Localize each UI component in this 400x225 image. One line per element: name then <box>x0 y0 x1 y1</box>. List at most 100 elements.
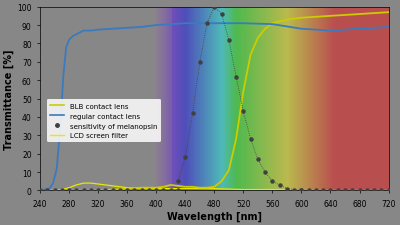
Bar <box>231 8 232 191</box>
Bar <box>179 8 180 191</box>
Bar <box>215 8 216 191</box>
Bar <box>334 8 335 191</box>
Bar <box>345 8 346 191</box>
Bar <box>188 8 189 191</box>
Bar <box>173 8 174 191</box>
Bar <box>336 8 337 191</box>
Bar <box>237 8 238 191</box>
Bar <box>300 8 301 191</box>
Bar <box>206 8 207 191</box>
Bar <box>359 8 360 191</box>
Bar <box>288 8 289 191</box>
Bar <box>376 8 377 191</box>
Bar <box>230 8 231 191</box>
Bar <box>375 8 376 191</box>
Bar <box>335 8 336 191</box>
Bar <box>211 8 212 191</box>
Bar <box>189 8 190 191</box>
Bar <box>255 8 256 191</box>
Bar <box>306 8 307 191</box>
Bar <box>286 8 287 191</box>
Bar <box>383 8 384 191</box>
Bar <box>242 8 243 191</box>
Bar <box>180 8 181 191</box>
Bar <box>156 8 158 191</box>
Bar <box>221 8 222 191</box>
Bar <box>279 8 280 191</box>
Bar <box>174 8 175 191</box>
Bar <box>240 8 241 191</box>
Bar <box>282 8 283 191</box>
Bar <box>372 8 373 191</box>
Bar <box>158 8 159 191</box>
Bar <box>157 8 158 191</box>
Bar <box>266 8 267 191</box>
Bar <box>363 8 364 191</box>
Bar <box>302 8 303 191</box>
Bar <box>351 8 352 191</box>
Bar <box>333 8 334 191</box>
Bar <box>349 8 350 191</box>
Bar <box>214 8 215 191</box>
Bar <box>366 8 367 191</box>
Bar <box>168 8 169 191</box>
Bar <box>347 8 348 191</box>
Bar <box>158 8 159 191</box>
Bar <box>304 8 305 191</box>
Bar <box>203 8 204 191</box>
Bar <box>224 8 225 191</box>
Bar <box>183 8 184 191</box>
Bar <box>380 8 381 191</box>
Bar <box>303 8 304 191</box>
Bar <box>193 8 194 191</box>
Bar <box>296 8 297 191</box>
Bar <box>320 8 321 191</box>
Bar <box>384 8 385 191</box>
Bar <box>278 8 279 191</box>
Bar <box>341 8 342 191</box>
Bar <box>184 8 185 191</box>
Bar <box>387 8 388 191</box>
Bar <box>315 8 316 191</box>
Bar <box>369 8 370 191</box>
Bar <box>325 8 326 191</box>
Bar <box>379 8 380 191</box>
Bar <box>194 8 195 191</box>
Bar <box>318 8 319 191</box>
Bar <box>222 8 223 191</box>
Bar <box>166 8 168 191</box>
Bar <box>155 8 156 191</box>
Bar <box>163 8 164 191</box>
Bar <box>355 8 356 191</box>
Bar <box>248 8 249 191</box>
Bar <box>329 8 330 191</box>
Bar <box>301 8 302 191</box>
Bar <box>277 8 278 191</box>
Bar <box>226 8 227 191</box>
Bar <box>168 8 169 191</box>
Bar <box>192 8 193 191</box>
X-axis label: Wavelength [nm]: Wavelength [nm] <box>167 211 262 221</box>
Bar <box>204 8 205 191</box>
Bar <box>164 8 166 191</box>
Bar <box>268 8 269 191</box>
Bar <box>223 8 224 191</box>
Bar <box>361 8 362 191</box>
Bar <box>285 8 286 191</box>
Bar <box>314 8 315 191</box>
Y-axis label: Transmittance [%]: Transmittance [%] <box>4 49 14 149</box>
Bar <box>297 8 298 191</box>
Bar <box>275 8 276 191</box>
Bar <box>307 8 308 191</box>
Bar <box>259 8 260 191</box>
Bar <box>269 8 270 191</box>
Bar <box>354 8 355 191</box>
Bar <box>245 8 246 191</box>
Bar <box>232 8 233 191</box>
Bar <box>210 8 211 191</box>
Bar <box>262 8 263 191</box>
Bar <box>276 8 277 191</box>
Bar <box>171 8 172 191</box>
Bar <box>186 8 187 191</box>
Bar <box>252 8 253 191</box>
